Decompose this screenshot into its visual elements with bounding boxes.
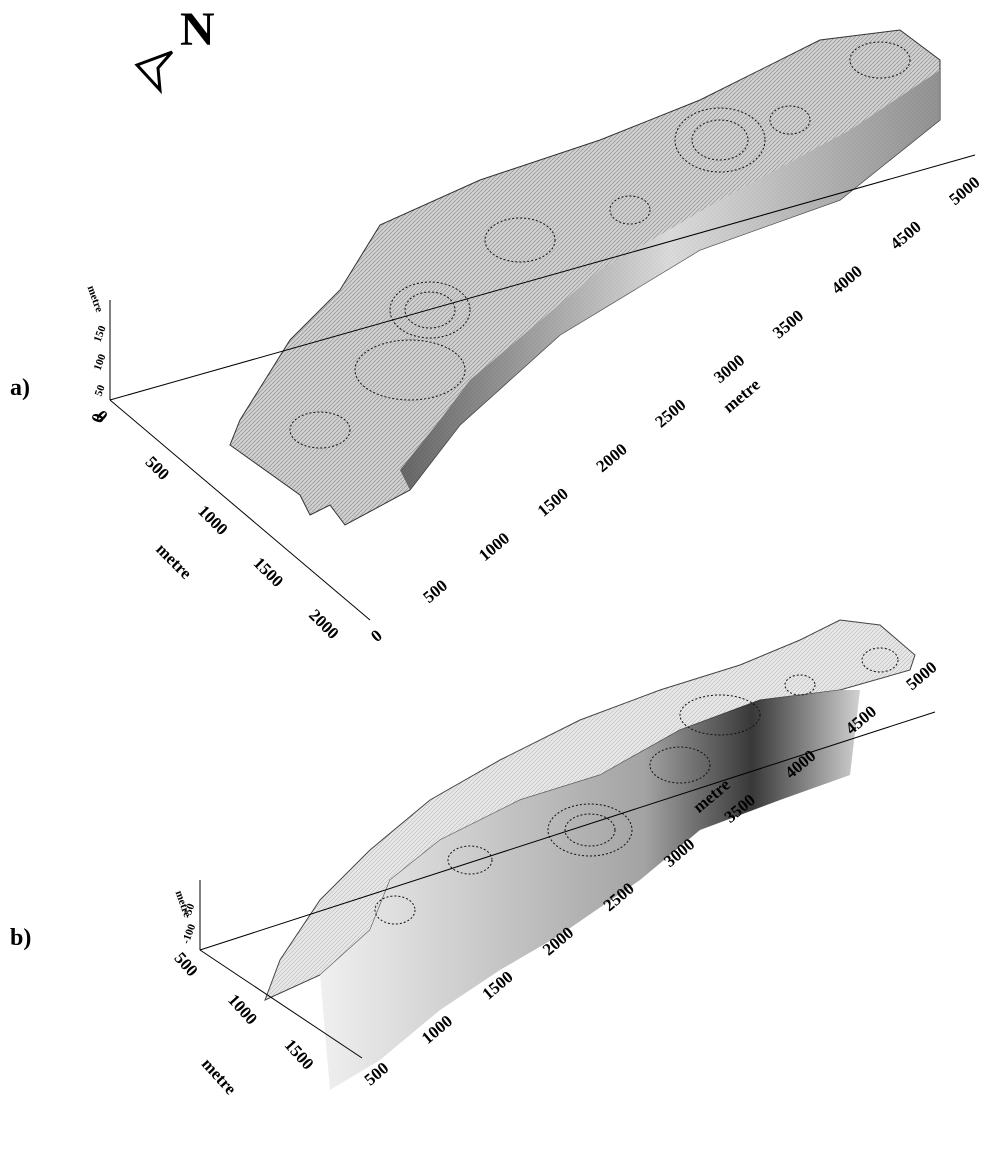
z-tick-label: 100	[92, 352, 109, 372]
x-tick-label: 1500	[534, 484, 572, 520]
y-tick-label: 500	[170, 948, 201, 980]
z-axis-label: metre	[85, 284, 106, 314]
panel-label: b)	[10, 925, 31, 951]
x-tick-label: 4000	[828, 262, 866, 298]
panel-label: a)	[10, 375, 30, 401]
x-tick-label: 4500	[887, 217, 925, 253]
z-axis-label: metre	[173, 889, 194, 919]
y-tick-label: 1000	[224, 990, 261, 1028]
y-tick-label: 1500	[250, 553, 287, 590]
x-tick-label: 1000	[475, 529, 513, 565]
x-tick-label: 2500	[651, 395, 689, 431]
x-tick-label: 500	[419, 576, 451, 607]
north-arrow	[137, 52, 172, 90]
x-tick-label: 5000	[945, 173, 983, 209]
z-tick-label: -100	[180, 922, 198, 946]
north-label: N	[180, 3, 215, 56]
x-tick-label: 0	[367, 626, 386, 646]
y-tick-label: 1500	[281, 1035, 318, 1073]
x-tick-label: 2000	[593, 440, 631, 476]
z-tick-label: 150	[92, 324, 109, 344]
y-tick-label: 1000	[194, 501, 231, 538]
figure: N a)050010001500200025003000350040004500…	[0, 0, 987, 1164]
z-tick-label: 50	[93, 383, 108, 398]
y-tick-label: 2000	[305, 605, 342, 642]
y-axis-label: metre	[152, 539, 196, 583]
y-tick-label: 500	[142, 452, 173, 483]
y-axis-label: metre	[198, 1054, 241, 1098]
x-tick-label: 3500	[769, 306, 807, 342]
